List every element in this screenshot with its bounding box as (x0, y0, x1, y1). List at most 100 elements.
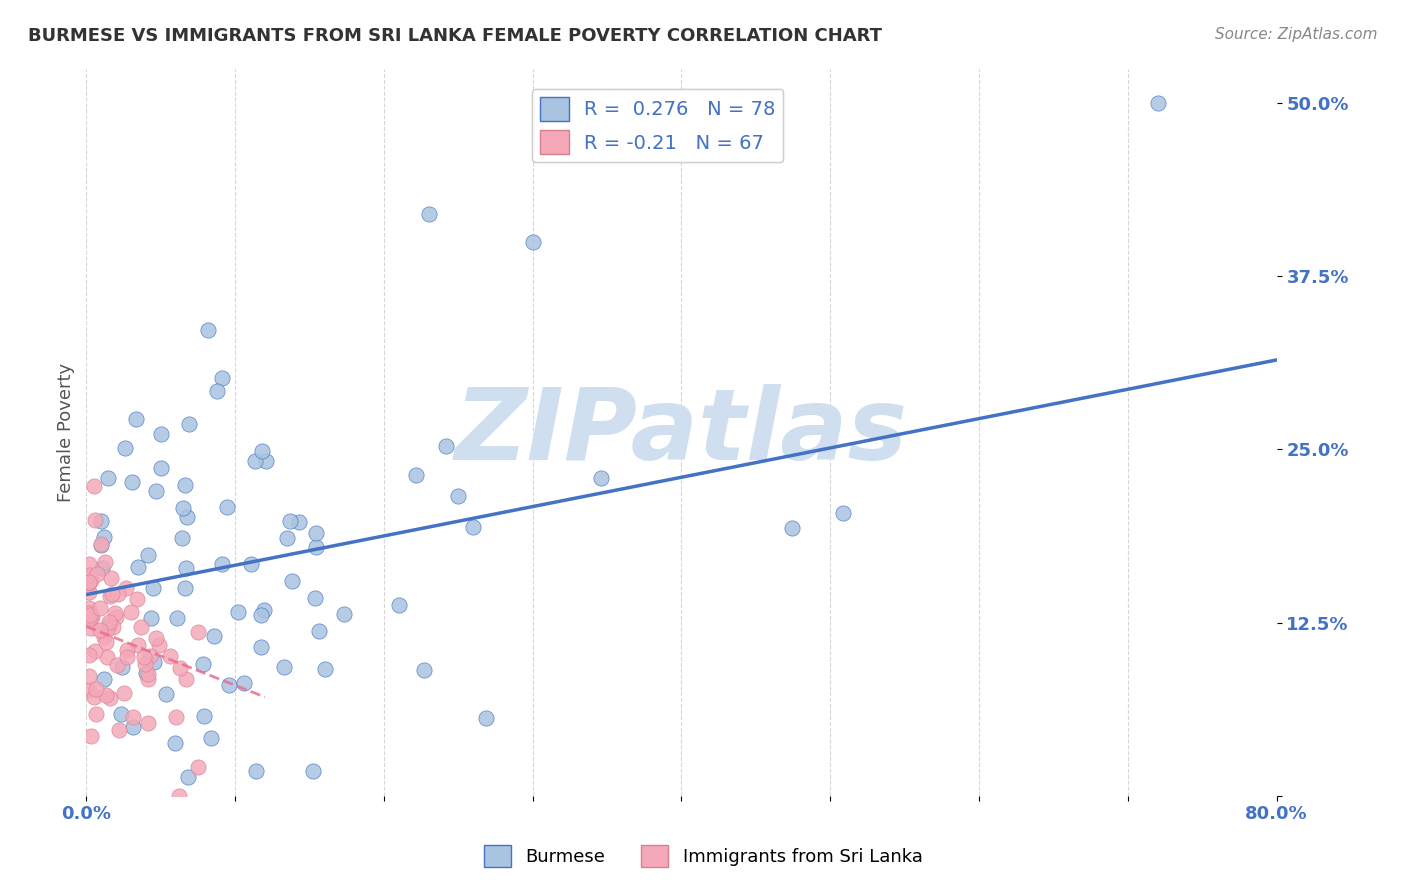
Burmese (177, 770, 200, 784)
Burmese (197, 323, 219, 337)
Immigrants from Sri Lanka (122, 709, 145, 723)
Immigrants from Sri Lanka (117, 642, 139, 657)
Burmese (226, 605, 249, 619)
Burmese (200, 731, 222, 745)
Burmese (218, 678, 240, 692)
Immigrants from Sri Lanka (83, 644, 105, 658)
Immigrants from Sri Lanka (120, 605, 142, 619)
Burmese (170, 531, 193, 545)
Burmese (308, 624, 330, 639)
Burmese (252, 443, 274, 458)
Immigrants from Sri Lanka (136, 666, 159, 681)
Immigrants from Sri Lanka (115, 650, 138, 665)
Burmese (288, 515, 311, 529)
Immigrants from Sri Lanka (89, 600, 111, 615)
Immigrants from Sri Lanka (112, 686, 135, 700)
Immigrants from Sri Lanka (114, 581, 136, 595)
Immigrants from Sri Lanka (80, 729, 103, 743)
Burmese (314, 662, 336, 676)
Burmese (243, 453, 266, 467)
Burmese (304, 591, 326, 605)
Burmese (254, 454, 277, 468)
Immigrants from Sri Lanka (80, 621, 103, 635)
Immigrants from Sri Lanka (77, 606, 100, 620)
Immigrants from Sri Lanka (77, 557, 100, 571)
Burmese (166, 611, 188, 625)
Immigrants from Sri Lanka (83, 479, 105, 493)
Immigrants from Sri Lanka (167, 789, 190, 803)
Burmese (127, 559, 149, 574)
Burmese (110, 706, 132, 721)
Burmese (302, 764, 325, 779)
Burmese (114, 442, 136, 456)
Burmese (405, 468, 427, 483)
Immigrants from Sri Lanka (96, 650, 118, 665)
Immigrants from Sri Lanka (174, 673, 197, 687)
Immigrants from Sri Lanka (79, 575, 101, 590)
Burmese (832, 506, 855, 520)
Immigrants from Sri Lanka (169, 661, 191, 675)
Burmese (142, 581, 165, 595)
Immigrants from Sri Lanka (94, 556, 117, 570)
Burmese (447, 489, 470, 503)
Burmese (121, 475, 143, 489)
Immigrants from Sri Lanka (77, 601, 100, 615)
Immigrants from Sri Lanka (98, 615, 121, 630)
Burmese (215, 500, 238, 514)
Immigrants from Sri Lanka (77, 682, 100, 697)
Burmese (143, 655, 166, 669)
Burmese (97, 471, 120, 485)
Burmese (232, 676, 254, 690)
Burmese (176, 509, 198, 524)
Burmese (173, 478, 195, 492)
Burmese (138, 548, 160, 562)
Burmese (98, 618, 121, 632)
Burmese (93, 530, 115, 544)
Burmese (250, 608, 273, 623)
Burmese (165, 736, 187, 750)
Immigrants from Sri Lanka (86, 681, 108, 696)
Immigrants from Sri Lanka (83, 513, 105, 527)
Burmese (280, 514, 302, 528)
Burmese (591, 471, 613, 485)
Immigrants from Sri Lanka (148, 638, 170, 652)
Immigrants from Sri Lanka (77, 575, 100, 590)
Burmese (250, 640, 273, 654)
Immigrants from Sri Lanka (187, 625, 209, 640)
Immigrants from Sri Lanka (79, 584, 101, 599)
Burmese (174, 561, 197, 575)
Burmese (139, 610, 162, 624)
Immigrants from Sri Lanka (187, 760, 209, 774)
Burmese (780, 521, 803, 535)
Immigrants from Sri Lanka (79, 567, 101, 582)
Burmese (281, 574, 304, 588)
Burmese (172, 500, 194, 515)
Immigrants from Sri Lanka (98, 690, 121, 705)
Burmese (333, 607, 356, 621)
Immigrants from Sri Lanka (134, 657, 156, 671)
Immigrants from Sri Lanka (77, 669, 100, 683)
Burmese (150, 426, 173, 441)
Immigrants from Sri Lanka (77, 648, 100, 662)
Immigrants from Sri Lanka (107, 587, 129, 601)
Burmese (418, 207, 440, 221)
Immigrants from Sri Lanka (139, 648, 162, 663)
Immigrants from Sri Lanka (96, 622, 118, 636)
Burmese (93, 672, 115, 686)
Immigrants from Sri Lanka (96, 688, 118, 702)
Immigrants from Sri Lanka (86, 706, 108, 721)
Burmese (1146, 96, 1168, 111)
Immigrants from Sri Lanka (105, 657, 128, 672)
Immigrants from Sri Lanka (93, 630, 115, 644)
Burmese (90, 539, 112, 553)
Immigrants from Sri Lanka (145, 631, 167, 645)
Legend: Burmese, Immigrants from Sri Lanka: Burmese, Immigrants from Sri Lanka (477, 838, 929, 874)
Immigrants from Sri Lanka (79, 608, 101, 623)
Burmese (211, 370, 233, 384)
Burmese (135, 665, 157, 680)
Y-axis label: Female Poverty: Female Poverty (58, 362, 75, 501)
Immigrants from Sri Lanka (127, 591, 149, 606)
Text: Source: ZipAtlas.com: Source: ZipAtlas.com (1215, 27, 1378, 42)
Burmese (475, 711, 498, 725)
Burmese (205, 384, 228, 398)
